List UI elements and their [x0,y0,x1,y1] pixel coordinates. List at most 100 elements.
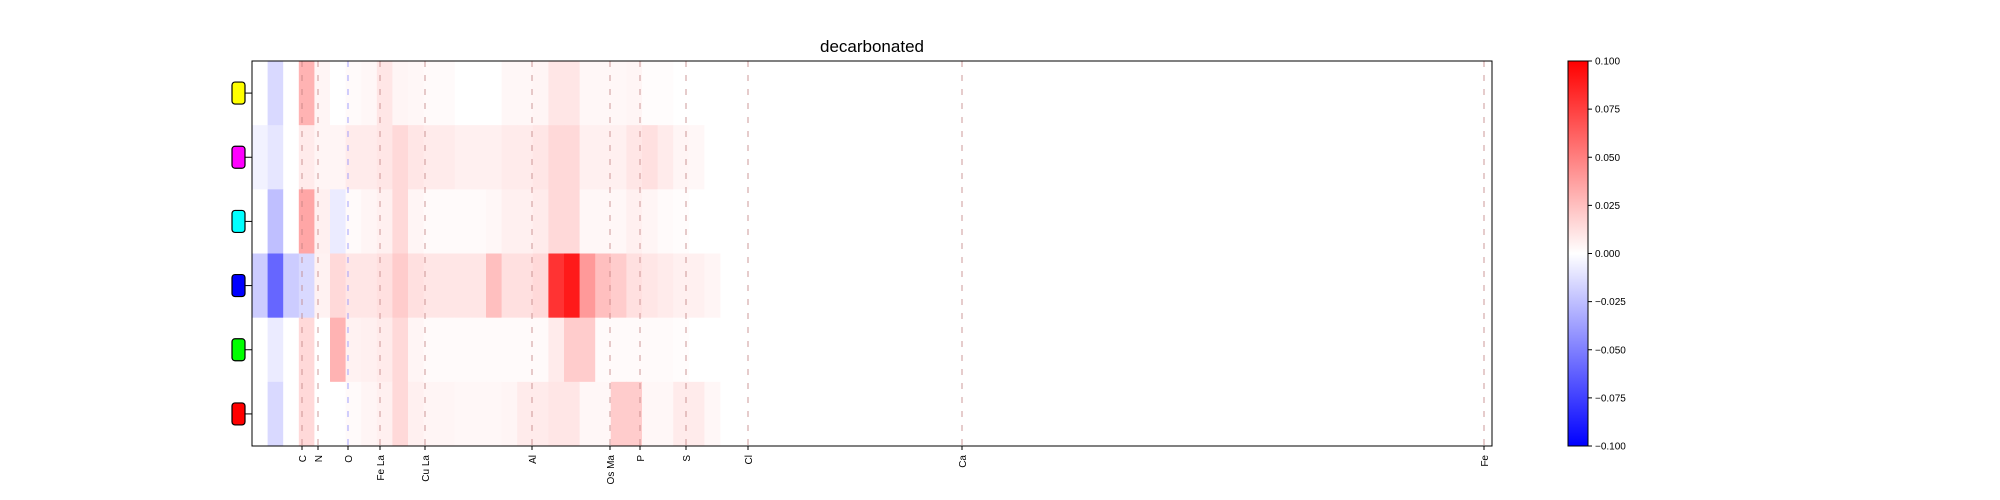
heatmap-cell [314,61,331,126]
heatmap-cell [626,381,643,447]
heatmap-cell [626,61,643,126]
heatmap-cell [330,317,346,383]
chart-title: decarbonated [820,37,924,56]
colorbar [1567,60,1589,447]
heatmap-cell [454,381,471,447]
row-color-marker [231,145,246,169]
heatmap-cell [454,125,471,190]
heatmap-cell [532,61,549,126]
heatmap-cell [423,61,440,126]
heatmap-cell [267,125,284,190]
colorbar-tick-label: −0.075 [1595,393,1626,404]
heatmap-cell [392,189,409,254]
heatmap-cell [704,125,721,190]
heatmap-cell [376,381,393,447]
heatmap-cell [532,189,549,254]
heatmap-cell [704,381,721,447]
heatmap-cell [548,317,565,383]
colorbar-ticks: 0.100 0.075 0.050 0.025 0.000 −0.025 −0.050 −0.… [1588,57,1626,453]
heatmap-cell [486,253,502,319]
heatmap-cell [267,61,284,126]
colorbar-tick-label: 0.050 [1595,153,1620,164]
heatmap-cell [267,381,284,447]
heatmap-cell [252,381,268,447]
heatmap-cell [579,189,596,254]
heatmap-cell [548,381,565,447]
heatmap-cell [283,61,300,126]
heatmap-cell [657,189,674,254]
heatmap-cell [673,125,690,190]
heatmap-cell [361,253,378,319]
heatmap-cell [548,61,565,126]
heatmap-cell [642,189,658,254]
heatmap-cell [361,189,378,254]
heatmap-cell [548,189,565,254]
heatmap-cell [657,381,674,447]
heatmap-cell [345,317,362,383]
heatmap-cell [688,189,705,254]
heatmap-cell [704,61,721,126]
heatmap-cell [688,317,705,383]
colorbar-tick-label: 0.000 [1595,249,1620,260]
heatmap-cell [673,253,690,319]
colorbar-tick-label: −0.025 [1595,297,1626,308]
heatmap-cell [454,189,471,254]
heatmap-cell [657,125,674,190]
heatmap-cell [532,381,549,447]
heatmap-cell [267,317,284,383]
colorbar-tick-label: −0.100 [1595,442,1626,453]
heatmap-cell [345,125,362,190]
heatmap-cell [439,189,456,254]
x-tick-label: Fe La [376,455,387,481]
heatmap-cell [470,61,487,126]
heatmap-cell [610,125,627,190]
heatmap-cell [252,189,268,254]
heatmap-cell [564,189,580,254]
heatmap-cell [408,189,424,254]
heatmap-cell [595,125,612,190]
x-tick-label: Cu La [421,455,432,482]
heatmap-cell [517,381,534,447]
heatmap-cell [548,253,565,319]
heatmap-cell [439,61,456,126]
heatmap-cell [330,61,346,126]
heatmap-cell [454,61,471,126]
heatmap-cell [283,253,300,319]
heatmap-cell [595,253,612,319]
heatmap-cell [688,381,705,447]
heatmap-cell [439,381,456,447]
row-color-marker [231,81,246,105]
x-tick-label: Ca [958,455,969,468]
heatmap-cell [408,317,424,383]
heatmap-cell [517,61,534,126]
heatmap-cell [283,317,300,383]
heatmap-cell [610,189,627,254]
heatmap-cell [564,61,580,126]
x-tick-label: Fe [1480,455,1491,467]
heatmap-cell [595,189,612,254]
heatmap-cell [564,381,580,447]
x-tick-label: P [636,455,647,462]
heatmap-cell [423,125,440,190]
heatmap-cell [252,253,268,319]
heatmap-cell [330,381,346,447]
heatmap-cell [376,317,393,383]
row-markers [231,81,252,426]
heatmap-cell [579,381,596,447]
heatmap-cell [501,381,518,447]
heatmap-cell [704,253,721,319]
x-tick-label: Al [528,455,539,464]
heatmap-cell [392,125,409,190]
heatmap-cell [376,189,393,254]
heatmap-cell [486,125,502,190]
heatmap-cell [298,253,315,319]
heatmap-cell [345,381,362,447]
x-tick-label: O [344,455,355,463]
heatmap-cell [392,381,409,447]
heatmap-cell [314,125,331,190]
heatmap-cell [673,317,690,383]
heatmap-cell [486,317,502,383]
heatmap-cell [486,381,502,447]
heatmap-cell [595,317,612,383]
heatmap-cell [330,125,346,190]
